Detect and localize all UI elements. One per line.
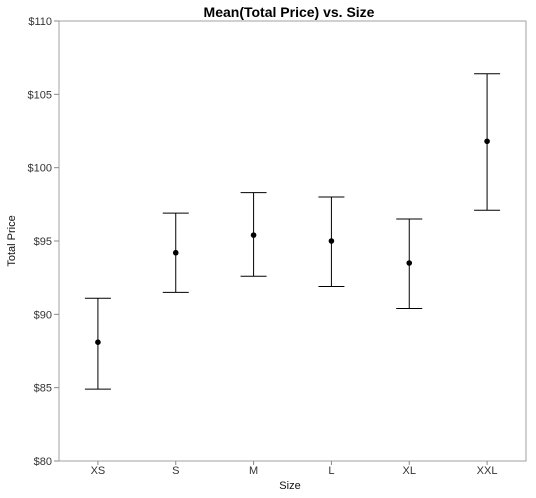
y-tick-label: $95 [34, 236, 52, 248]
y-tick-label: $100 [28, 163, 52, 175]
y-tick-label: $110 [28, 16, 52, 28]
plot-frame [58, 20, 527, 462]
x-tick-label: L [328, 465, 334, 477]
y-axis-label: Total Price [6, 215, 18, 266]
mean-point [328, 238, 335, 244]
x-axis-label: Size [279, 480, 300, 492]
plot-marks [84, 73, 501, 390]
y-axis: $80 $85 $90 $95 $100 $105 $110 [28, 16, 59, 468]
x-tick-label: XS [91, 465, 106, 477]
mean-point [406, 260, 413, 266]
x-tick-label: S [172, 465, 179, 477]
mean-point [172, 249, 179, 256]
x-tick-label: M [249, 465, 258, 477]
x-axis: XS S M L XL XXL [91, 461, 498, 477]
x-tick-label: XL [403, 465, 416, 477]
mean-point [95, 339, 101, 346]
mean-point [250, 232, 257, 238]
y-tick-label: $105 [28, 89, 52, 101]
x-tick-label: XXL [477, 465, 498, 477]
y-tick-label: $85 [34, 383, 52, 395]
y-tick-label: $90 [34, 309, 52, 321]
y-tick-label: $80 [34, 456, 52, 468]
chart-title: Mean(Total Price) vs. Size [204, 4, 375, 20]
mean-point [484, 138, 490, 145]
